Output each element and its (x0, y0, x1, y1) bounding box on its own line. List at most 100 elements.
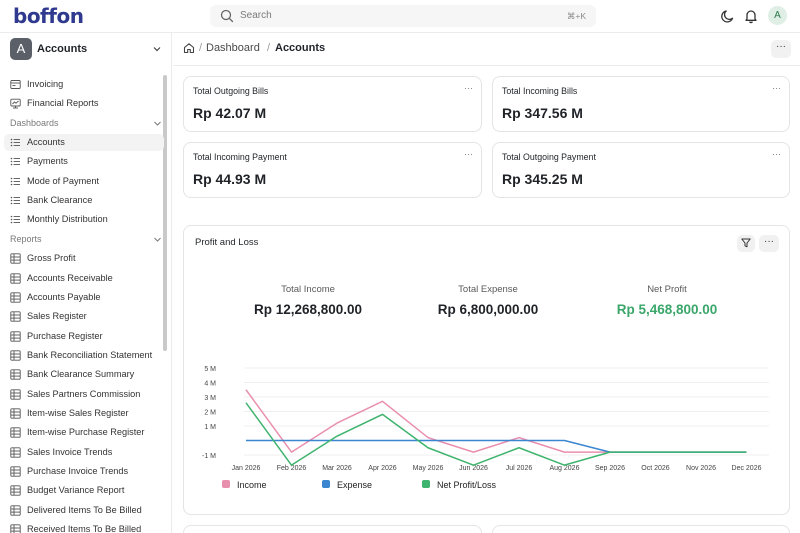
bell-icon[interactable] (743, 8, 759, 24)
sidebar-section-label: Dashboards (10, 117, 59, 128)
app-logo[interactable]: boffon (13, 4, 84, 28)
x-tick-label: Sep 2026 (595, 465, 625, 472)
sidebar-item-bank-clearance-summary[interactable]: Bank Clearance Summary (4, 366, 164, 383)
stat-label: Total Income (281, 284, 335, 295)
chart-more-button[interactable]: ··· (759, 235, 779, 252)
stat-label: Net Profit (647, 284, 687, 295)
sidebar-item-label: Received Items To Be Billed (27, 524, 142, 533)
sidebar-item-item-wise-purchase-register[interactable]: Item-wise Purchase Register (4, 424, 164, 441)
sidebar-item-sales-invoice-trends[interactable]: Sales Invoice Trends (4, 444, 164, 461)
sidebar-item-purchase-invoice-trends[interactable]: Purchase Invoice Trends (4, 463, 164, 480)
table-icon (10, 311, 21, 322)
sidebar-item-financial-reports[interactable]: Financial Reports (4, 95, 164, 112)
table-icon (10, 330, 21, 342)
sidebar-item-label: Sales Partners Commission (27, 388, 141, 399)
breadcrumb-current: Accounts (275, 42, 326, 54)
stat-value: Rp 5,468,800.00 (616, 302, 718, 317)
workspace-switcher[interactable]: A Accounts (10, 38, 162, 62)
page-more-button[interactable]: ··· (771, 40, 791, 58)
x-tick-label: Apr 2026 (368, 465, 397, 472)
y-tick-label: 5 M (204, 366, 216, 373)
sidebar-item-monthly-distribution[interactable]: Monthly Distribution (4, 211, 164, 228)
list-icon (10, 158, 20, 166)
moon-icon[interactable] (720, 8, 736, 24)
sidebar-item-bank-clearance[interactable]: Bank Clearance (4, 192, 164, 209)
sidebar-item-label: Item-wise Purchase Register (27, 427, 145, 438)
sidebar-item-gross-profit[interactable]: Gross Profit (4, 250, 164, 267)
chevron-down-icon (154, 121, 161, 126)
table-icon (10, 427, 21, 438)
sidebar-item-label: Purchase Register (27, 330, 103, 341)
sidebar-item-label: Gross Profit (27, 253, 76, 264)
table-icon (10, 350, 21, 361)
y-tick-label: 2 M (204, 410, 216, 417)
workspace-badge: A (10, 38, 32, 60)
list-icon (10, 177, 20, 186)
profit-loss-title: Profit and Loss (195, 237, 259, 248)
sidebar-item-received-items-to-be-billed[interactable]: Received Items To Be Billed (4, 521, 164, 533)
sidebar-item-item-wise-sales-register[interactable]: Item-wise Sales Register (4, 405, 164, 422)
stat-net-profit: Net Profit Rp 5,468,800.00 (587, 284, 747, 317)
list-icon (10, 138, 20, 147)
sidebar-item-invoicing[interactable]: Invoicing (4, 76, 164, 93)
card-more-button[interactable]: ··· (464, 149, 473, 159)
sidebar-section-reports[interactable]: Reports (10, 231, 162, 247)
sidebar-item-bank-reconciliation-statement[interactable]: Bank Reconciliation Statement (4, 347, 164, 364)
card-more-button[interactable]: ··· (464, 83, 473, 93)
chevron-down-icon (154, 237, 161, 242)
card-value: Rp 345.25 M (502, 171, 583, 187)
search-bar[interactable]: Search ⌘+K (210, 5, 596, 27)
sidebar-item-sales-register[interactable]: Sales Register (4, 308, 164, 325)
sidebar-item-budget-variance-report[interactable]: Budget Variance Report (4, 482, 164, 499)
sidebar-item-accounts-receivable[interactable]: Accounts Receivable (4, 270, 164, 287)
sidebar-item-label: Item-wise Sales Register (27, 407, 129, 418)
card-partial-right (492, 525, 790, 533)
filter-icon (741, 238, 751, 248)
sidebar-section-dashboards[interactable]: Dashboards (10, 115, 162, 131)
sidebar-item-payments[interactable]: Payments (4, 153, 164, 170)
sidebar-item-accounts-payable[interactable]: Accounts Payable (4, 289, 164, 306)
card-total-incoming-payment: Total Incoming Payment Rp 44.93 M ··· (183, 142, 482, 198)
card-total-outgoing-payment: Total Outgoing Payment Rp 345.25 M ··· (492, 142, 790, 198)
card-partial-left (183, 525, 482, 533)
table-icon (10, 388, 21, 400)
header-divider (173, 65, 800, 66)
sidebar-scrollbar[interactable] (163, 75, 167, 351)
y-tick-label: 1 M (204, 424, 216, 431)
legend-label: Income (237, 480, 267, 490)
stat-label: Total Expense (458, 284, 518, 295)
sidebar-item-label: Mode of Payment (27, 175, 100, 186)
profit-loss-card: Profit and Loss ··· Total Income Rp 12,2… (183, 225, 790, 515)
card-more-button[interactable]: ··· (772, 83, 781, 93)
list-icon (10, 196, 20, 205)
card-total-outgoing-bills: Total Outgoing Bills Rp 42.07 M ··· (183, 76, 482, 132)
home-icon[interactable] (183, 42, 195, 54)
y-tick-label: 3 M (204, 395, 216, 402)
avatar[interactable]: A (768, 6, 787, 25)
sidebar-item-mode-of-payment[interactable]: Mode of Payment (4, 173, 164, 190)
card-value: Rp 347.56 M (502, 105, 583, 121)
card-value: Rp 44.93 M (193, 171, 267, 187)
legend-label: Net Profit/Loss (437, 480, 497, 490)
sidebar-item-sales-partners-commission[interactable]: Sales Partners Commission (4, 386, 164, 403)
y-tick-label: -1 M (202, 453, 216, 460)
stat-total-expense: Total Expense Rp 6,800,000.00 (408, 284, 568, 317)
filter-button[interactable] (737, 235, 755, 252)
chevron-down-icon (153, 47, 161, 52)
x-tick-label: Aug 2026 (550, 465, 580, 472)
sidebar-item-label: Bank Reconciliation Statement (27, 349, 153, 360)
x-tick-label: Nov 2026 (686, 465, 716, 472)
sidebar-item-label: Bank Clearance Summary (27, 369, 135, 380)
search-placeholder: Search (240, 10, 272, 21)
sidebar-item-label: Accounts (27, 137, 65, 148)
sidebar-item-label: Accounts Receivable (27, 272, 113, 283)
sidebar-item-accounts[interactable]: Accounts (4, 134, 164, 152)
breadcrumb-dashboard[interactable]: Dashboard (206, 42, 260, 54)
card-title: Total Outgoing Bills (193, 86, 269, 96)
sidebar-item-purchase-register[interactable]: Purchase Register (4, 328, 164, 345)
x-tick-label: Mar 2026 (322, 465, 352, 472)
legend-swatch (422, 480, 430, 488)
card-more-button[interactable]: ··· (772, 149, 781, 159)
sidebar-item-delivered-items-to-be-billed[interactable]: Delivered Items To Be Billed (4, 502, 164, 519)
x-tick-label: Feb 2026 (277, 465, 307, 472)
